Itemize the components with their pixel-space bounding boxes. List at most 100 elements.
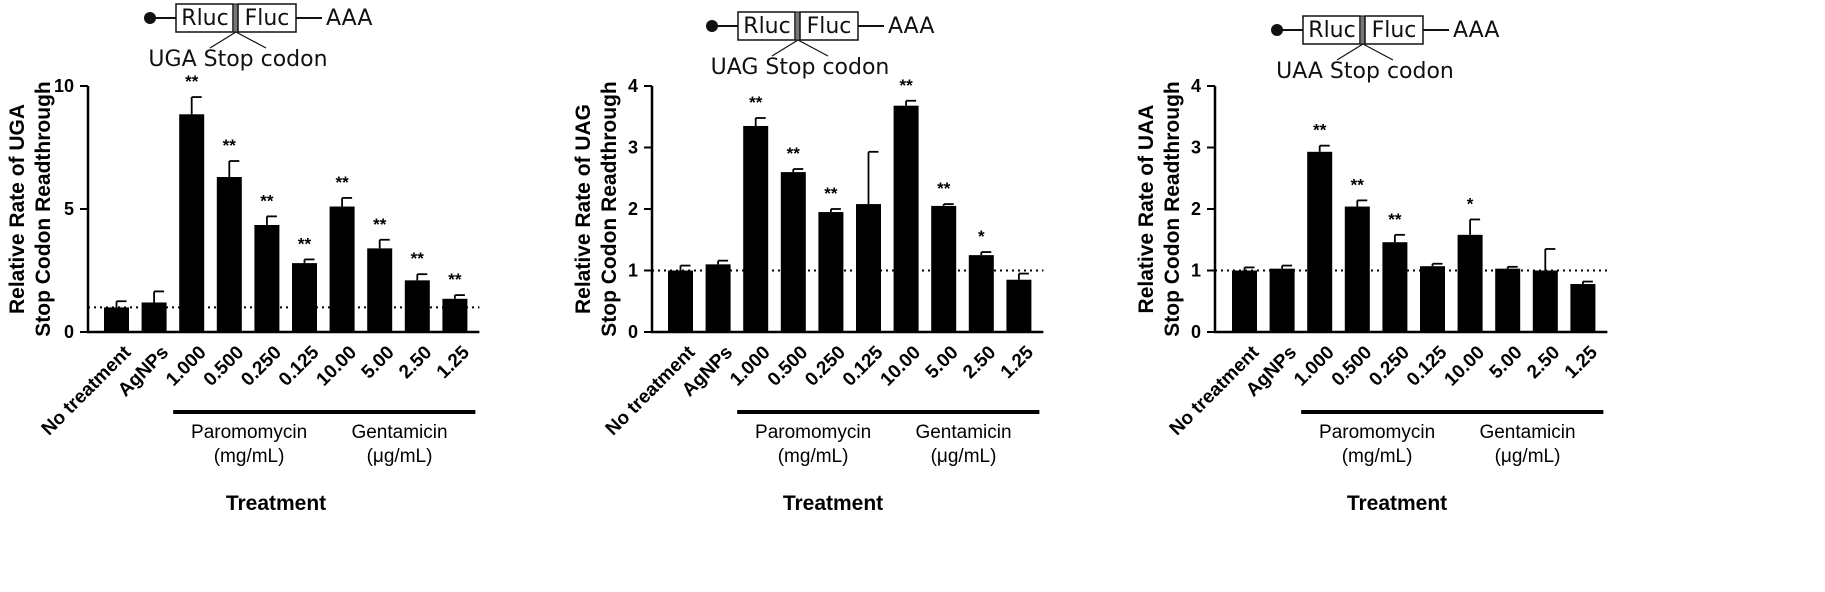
y-axis-title: Stop Codon Readthrough (598, 81, 621, 336)
group-name-label: Gentamicin (915, 422, 1011, 443)
bar (1307, 151, 1333, 332)
y-tick-label: 2 (1191, 199, 1201, 219)
bar (818, 212, 844, 332)
significance-label: ** (899, 76, 913, 95)
fluc-box (1364, 15, 1424, 45)
significance-label: ** (749, 93, 763, 112)
rluc-label: Rluc (1308, 18, 1355, 43)
bar (329, 206, 355, 332)
significance-label: ** (260, 191, 274, 210)
significance-label: ** (298, 234, 312, 253)
stop-codon-label: UAA Stop codon (1276, 59, 1454, 84)
category-label: 0.125 (839, 342, 888, 391)
group-unit-label: (μg/mL) (367, 446, 433, 467)
category-label: 0.250 (1365, 342, 1413, 390)
category-label: 1.25 (433, 342, 474, 383)
bar (1532, 270, 1558, 332)
construct-diagram: Rluc Fluc AAA UGA Stop codon (144, 3, 372, 72)
bar (1344, 206, 1370, 332)
bar (179, 114, 205, 332)
polya-tail-label: AAA (1453, 18, 1499, 43)
bar (404, 280, 430, 332)
bar (292, 263, 317, 332)
construct-diagram: Rluc Fluc AAA UAA Stop codon (1271, 15, 1499, 84)
significance-label: ** (1313, 121, 1327, 140)
y-axis-title: Stop Codon Readthrough (32, 81, 55, 336)
bar (1232, 270, 1257, 332)
category-label: 1.25 (1561, 342, 1602, 383)
bar (1457, 234, 1483, 332)
category-label: 0.500 (200, 342, 248, 390)
y-tick-label: 10 (54, 76, 74, 96)
category-label: 1.000 (162, 342, 210, 390)
bar (705, 264, 731, 332)
y-tick-label: 5 (64, 199, 74, 219)
group-unit-label: (mg/mL) (778, 446, 849, 467)
group-unit-label: (μg/mL) (931, 446, 997, 467)
stop-pointer-right (1362, 43, 1394, 61)
group-name-label: Gentamicin (1479, 422, 1575, 443)
y-axis-title: Relative Rate of UAG (572, 104, 595, 314)
significance-label: ** (185, 72, 199, 91)
y-tick-label: 0 (64, 322, 74, 342)
x-axis-title: Treatment (783, 492, 883, 515)
y-tick-label: 0 (628, 322, 638, 342)
stop-pointer-left (771, 39, 799, 57)
fluc-box (799, 11, 859, 41)
significance-label: ** (787, 144, 801, 163)
y-axis-title: Stop Codon Readthrough (1161, 81, 1184, 336)
stop-pointer-left (1336, 43, 1364, 61)
y-tick-label: 2 (628, 199, 638, 219)
bar (1420, 266, 1445, 332)
group-unit-label: (mg/mL) (1342, 446, 1413, 467)
chart-panel-3: Rluc Fluc AAA UAA Stop codon 0 1 2 3 4 Relative R… (1135, 15, 1608, 515)
fluc-label: Fluc (807, 14, 852, 39)
group-name-label: Gentamicin (351, 422, 447, 443)
bar (968, 255, 994, 332)
group-name-label: Paromomycin (191, 422, 307, 443)
significance-label: ** (335, 173, 349, 192)
chart-panel-1: Rluc Fluc AAA UGA Stop codon 0 5 10 Relative Ra… (6, 3, 480, 515)
bar (856, 204, 881, 332)
bar (367, 248, 393, 332)
bar (780, 172, 806, 332)
fluc-label: Fluc (245, 6, 290, 31)
y-tick-label: 1 (1191, 261, 1201, 281)
bar (254, 224, 280, 332)
category-label: 2.50 (1523, 342, 1564, 383)
y-tick-label: 3 (628, 138, 638, 158)
bar (1006, 279, 1032, 332)
bar (893, 105, 919, 333)
category-label: 0.500 (764, 342, 812, 390)
y-axis-title: Relative Rate of UGA (6, 104, 29, 314)
group-unit-label: (mg/mL) (214, 446, 285, 467)
category-label: 0.500 (1328, 342, 1376, 390)
y-axis-title: Relative Rate of UAA (1135, 105, 1158, 314)
construct-diagram: Rluc Fluc AAA UAG Stop codon (706, 11, 934, 80)
stop-pointer-right (235, 31, 267, 49)
polya-tail-label: AAA (888, 14, 934, 39)
bar (1570, 284, 1596, 332)
significance-label: * (978, 227, 985, 246)
group-name-label: Paromomycin (1319, 422, 1435, 443)
category-label: 0.125 (275, 342, 324, 391)
category-label: 1.000 (1290, 342, 1338, 390)
group-unit-label: (μg/mL) (1495, 446, 1561, 467)
significance-label: ** (448, 270, 462, 289)
y-tick-label: 1 (628, 261, 638, 281)
chart-panel-2: Rluc Fluc AAA UAG Stop codon 0 1 2 3 4 Relative R… (572, 11, 1044, 515)
category-label: 5.00 (922, 342, 963, 383)
bar (216, 177, 242, 332)
fluc-label: Fluc (1372, 18, 1417, 43)
significance-label: ** (223, 136, 237, 155)
category-label: 10.00 (1441, 342, 1489, 390)
category-label: 5.00 (1486, 342, 1527, 383)
rluc-label: Rluc (181, 6, 228, 31)
fluc-box (237, 3, 297, 33)
category-label: 10.00 (877, 342, 925, 390)
significance-label: ** (373, 215, 387, 234)
category-label: 2.50 (395, 342, 436, 383)
significance-label: ** (411, 249, 425, 268)
stop-codon-label: UGA Stop codon (148, 47, 327, 72)
significance-label: ** (1388, 210, 1402, 229)
